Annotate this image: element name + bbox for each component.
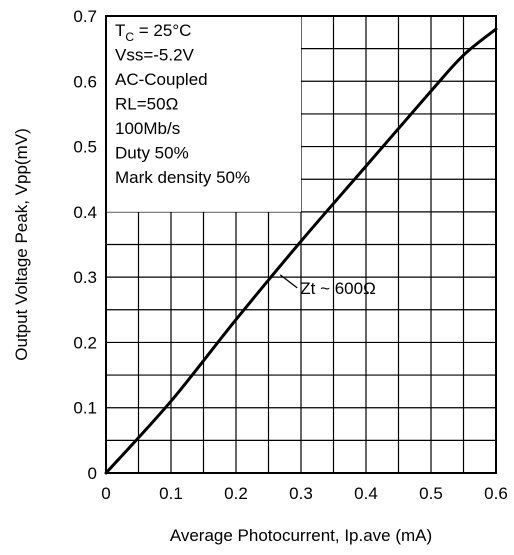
y-tick-label: 0.3 <box>73 268 97 287</box>
condition-line: Vss=-5.2V <box>115 46 195 65</box>
plot-frame <box>105 15 497 474</box>
series-line <box>104 27 498 475</box>
x-tick-label: 0 <box>101 484 110 503</box>
condition-temperature: TC = 25°C <box>115 21 191 44</box>
condition-line: Mark density 50% <box>115 168 250 187</box>
y-tick-label: 0.1 <box>73 399 97 418</box>
condition-line: AC-Coupled <box>115 70 208 89</box>
y-tick-label: 0 <box>88 464 97 483</box>
y-tick-label: 0.2 <box>73 333 97 352</box>
condition-line: RL=50Ω <box>115 95 178 114</box>
y-tick-label: 0.6 <box>73 72 97 91</box>
x-tick-label: 0.6 <box>484 484 508 503</box>
y-axis-label: Output Voltage Peak, Vpp(mV) <box>12 128 31 360</box>
x-tick-label: 0.2 <box>224 484 248 503</box>
x-axis-label: Average Photocurrent, Ip.ave (mA) <box>170 526 432 545</box>
annotation-leader-line <box>279 274 298 289</box>
x-tick-label: 0.5 <box>419 484 443 503</box>
condition-line: 100Mb/s <box>115 119 180 138</box>
y-tick-label: 0.7 <box>73 7 97 26</box>
x-tick-label: 0.1 <box>159 484 183 503</box>
annotation-layer: Zt ~ 600Ω <box>279 274 376 298</box>
conditions-box: TC = 25°C Vss=-5.2V AC-Coupled RL=50Ω 100Mb… <box>115 21 250 187</box>
conditions-box-background <box>107 17 301 212</box>
x-tick-label: 0.4 <box>354 484 378 503</box>
x-tick-label: 0.3 <box>289 484 313 503</box>
annotation-label: Zt ~ 600Ω <box>300 279 376 298</box>
y-tick-label: 0.5 <box>73 138 97 157</box>
tick-labels: 0 0.1 0.2 0.3 0.4 0.5 0.6 0 0.1 0.2 0.3 0.4 0.5 0.6 0.… <box>73 7 507 503</box>
condition-line: Duty 50% <box>115 144 189 163</box>
y-tick-label: 0.4 <box>73 203 97 222</box>
series-layer <box>104 27 498 475</box>
